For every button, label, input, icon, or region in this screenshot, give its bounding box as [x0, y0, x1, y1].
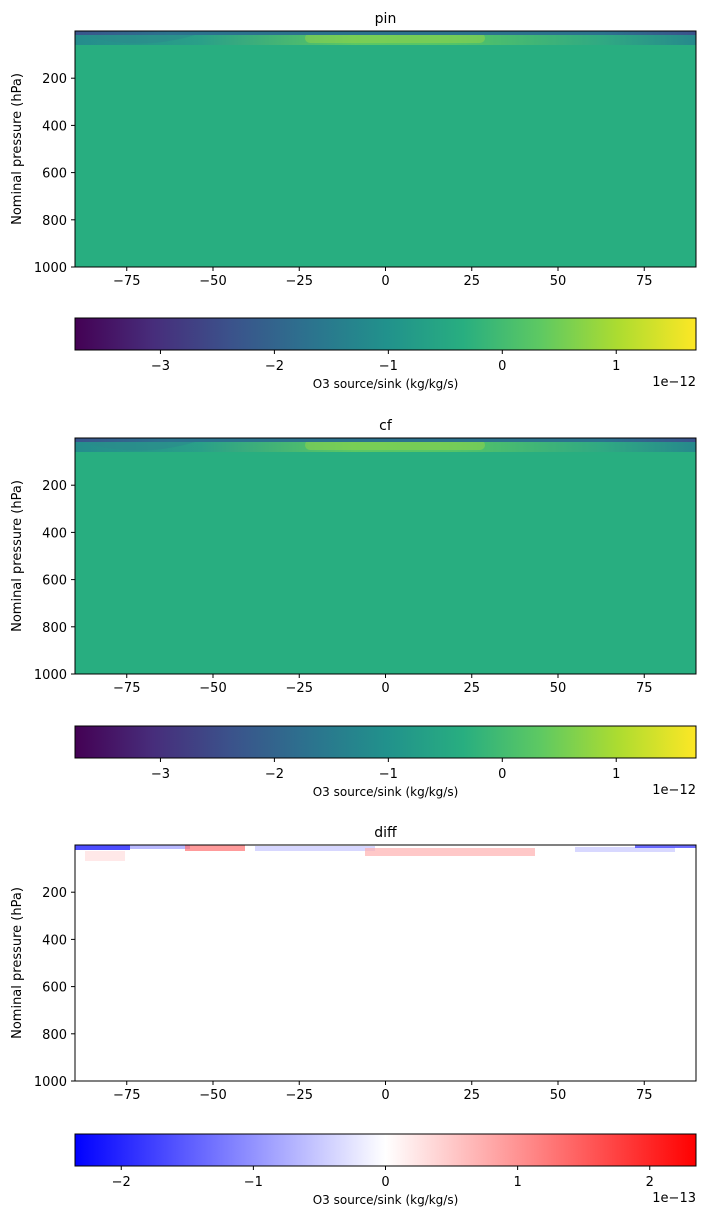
- x-tick-label: 50: [550, 681, 567, 696]
- colorbar-tick-label: 0: [498, 359, 506, 374]
- x-tick-label: 0: [381, 274, 389, 289]
- colorbar-label: O3 source/sink (kg/kg/s): [313, 785, 459, 799]
- x-tick-label: −50: [199, 681, 226, 696]
- panel-title: diff: [374, 825, 397, 841]
- y-tick-label: 400: [42, 933, 67, 948]
- colorbar-tick-label: −2: [265, 767, 284, 782]
- heatmap-feature: [75, 440, 195, 451]
- y-tick-label: 800: [42, 621, 67, 636]
- y-tick-label: 600: [42, 574, 67, 589]
- colorbar-tick-label: 0: [381, 1175, 389, 1190]
- x-tick-label: 25: [463, 681, 480, 696]
- x-tick-label: −75: [113, 274, 140, 289]
- y-tick-label: 1000: [34, 261, 67, 276]
- x-tick-label: 25: [463, 274, 480, 289]
- colorbar-offset-text: 1e−12: [652, 375, 696, 390]
- heatmap-top-edge: [75, 438, 696, 442]
- x-tick-label: 0: [381, 681, 389, 696]
- x-tick-label: 75: [636, 681, 653, 696]
- colorbar: [74, 1133, 697, 1167]
- colorbar-tick-label: −1: [379, 359, 398, 374]
- y-tick-label: 200: [42, 72, 67, 87]
- y-tick-label: 600: [42, 167, 67, 182]
- colorbar-tick-label: −1: [244, 1175, 263, 1190]
- panel-1: cf −75 −50 −25 0 25 50 75 200 400 600 800 1000 Nomina…: [10, 418, 697, 799]
- colorbar-tick-label: 1: [513, 1175, 521, 1190]
- colorbar-tick-label: −2: [112, 1175, 131, 1190]
- y-axis-label: Nominal pressure (hPa): [10, 887, 25, 1039]
- x-tick-label: 50: [550, 274, 567, 289]
- heatmap-field: [75, 845, 696, 1081]
- heatmap-field: [75, 31, 696, 267]
- colorbar-tick-label: 1: [612, 767, 620, 782]
- x-tick-label: 75: [636, 1088, 653, 1103]
- x-tick-label: −50: [199, 274, 226, 289]
- y-tick-label: 400: [42, 119, 67, 134]
- colorbar-tick-label: −3: [151, 359, 170, 374]
- heatmap-feature: [75, 845, 130, 850]
- heatmap-field: [75, 438, 696, 674]
- colorbar: [74, 317, 697, 351]
- y-tick-label: 800: [42, 1028, 67, 1043]
- colorbar-tick-label: 2: [646, 1175, 654, 1190]
- x-tick-label: −75: [113, 1088, 140, 1103]
- heatmap-feature: [575, 847, 675, 852]
- y-tick-label: 1000: [34, 1075, 67, 1090]
- colorbar-tick-label: −1: [379, 767, 398, 782]
- y-tick-label: 1000: [34, 668, 67, 683]
- x-tick-label: 75: [636, 274, 653, 289]
- colorbar-offset-text: 1e−13: [652, 1191, 696, 1206]
- y-tick-label: 200: [42, 886, 67, 901]
- panel-title: cf: [379, 418, 393, 434]
- colorbar-tick-label: 0: [498, 767, 506, 782]
- colorbar-offset-text: 1e−12: [652, 783, 696, 798]
- x-tick-label: 50: [550, 1088, 567, 1103]
- heatmap-feature: [255, 846, 375, 851]
- x-tick-label: −50: [199, 1088, 226, 1103]
- colorbar-tick-label: −3: [151, 767, 170, 782]
- heatmap-feature: [185, 845, 245, 851]
- colorbar-label: O3 source/sink (kg/kg/s): [313, 377, 459, 391]
- x-tick-label: 25: [463, 1088, 480, 1103]
- heatmap-feature: [365, 848, 535, 856]
- x-tick-label: −25: [286, 274, 313, 289]
- colorbar-tick-label: 1: [612, 359, 620, 374]
- heatmap-feature: [305, 33, 485, 43]
- x-tick-label: −25: [286, 681, 313, 696]
- heatmap-feature: [305, 440, 485, 450]
- x-tick-label: −75: [113, 681, 140, 696]
- panel-title: pin: [375, 11, 397, 27]
- x-tick-label: −25: [286, 1088, 313, 1103]
- panel-2: diff −75 −50 −25 0 25 50 75 200 400 600 800 1000 Nomi…: [10, 825, 697, 1207]
- heatmap-top-edge: [75, 31, 696, 35]
- y-tick-label: 600: [42, 981, 67, 996]
- colorbar-tick-label: −2: [265, 359, 284, 374]
- y-axis-label: Nominal pressure (hPa): [10, 480, 25, 632]
- y-axis-label: Nominal pressure (hPa): [10, 73, 25, 225]
- colorbar: [74, 725, 697, 759]
- x-tick-label: 0: [381, 1088, 389, 1103]
- y-tick-label: 200: [42, 479, 67, 494]
- heatmap-feature: [130, 845, 190, 849]
- panel-0: pin −75 −50 −25 0 25 50 75 200 400 600 800 1000 Nomin…: [10, 11, 697, 391]
- y-tick-label: 800: [42, 214, 67, 229]
- y-tick-label: 400: [42, 526, 67, 541]
- heatmap-feature: [75, 33, 195, 44]
- colorbar-label: O3 source/sink (kg/kg/s): [313, 1193, 459, 1207]
- heatmap-feature: [85, 851, 125, 861]
- heatmap-feature: [635, 845, 696, 848]
